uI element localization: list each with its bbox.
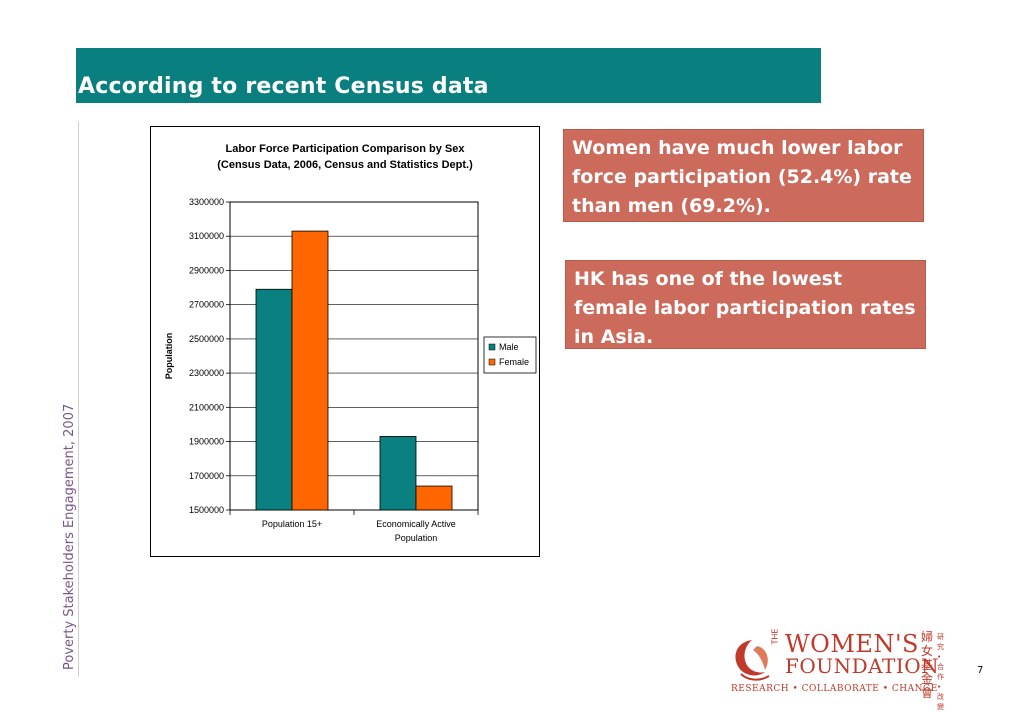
chart-frame: Labor Force Participation Comparison by … bbox=[150, 126, 540, 557]
side-divider bbox=[78, 122, 79, 677]
legend-box bbox=[483, 336, 537, 374]
legend-swatch-male bbox=[488, 343, 496, 351]
page-number: 7 bbox=[977, 665, 984, 676]
womens-foundation-logo: THE WOMEN'S FOUNDATION RESEARCH • COLLAB… bbox=[727, 626, 957, 711]
y-tick-label: 2500000 bbox=[189, 334, 224, 344]
y-tick-label: 3300000 bbox=[189, 197, 224, 207]
x-tick-label: Population 15+ bbox=[262, 519, 322, 529]
logo-line2: FOUNDATION bbox=[785, 654, 940, 678]
y-tick-label: 2700000 bbox=[189, 300, 224, 310]
chart-title: Labor Force Participation Comparison by … bbox=[226, 143, 466, 155]
y-axis-label: Population bbox=[164, 333, 174, 380]
slide-title: According to recent Census data bbox=[78, 74, 489, 99]
bar-male bbox=[379, 436, 417, 511]
logo-line1: WOMEN'S bbox=[785, 630, 919, 658]
logo-chinese-tagline: 研究•合作•改變 bbox=[937, 633, 944, 711]
y-tick-label: 1900000 bbox=[189, 437, 224, 447]
y-tick-label: 2300000 bbox=[189, 368, 224, 378]
y-tick-label: 2900000 bbox=[189, 265, 224, 275]
callout-participation-rate: Women have much lower labor force partic… bbox=[563, 129, 924, 222]
logo-tagline: RESEARCH • COLLABORATE • CHANGE bbox=[731, 684, 938, 694]
bar-chart: Labor Force Participation Comparison by … bbox=[164, 143, 537, 543]
y-tick-label: 2100000 bbox=[189, 402, 224, 412]
y-tick-label: 3100000 bbox=[189, 231, 224, 241]
y-tick-label: 1700000 bbox=[189, 471, 224, 481]
logo-the: THE bbox=[770, 628, 780, 645]
logo-emblem-icon bbox=[735, 640, 770, 681]
callout-asia-lowest: HK has one of the lowest female labor pa… bbox=[565, 260, 926, 349]
legend-label-female: Female bbox=[499, 357, 529, 367]
bar-male bbox=[255, 288, 293, 511]
y-tick-label: 1500000 bbox=[189, 505, 224, 515]
x-tick-label: Economically Active bbox=[376, 519, 456, 529]
chart-subtitle: (Census Data, 2006, Census and Statistic… bbox=[217, 159, 473, 171]
legend-swatch-female bbox=[488, 358, 496, 366]
bar-female bbox=[415, 485, 453, 511]
bar-female bbox=[291, 230, 329, 511]
x-tick-label: Population bbox=[395, 533, 438, 543]
legend-label-male: Male bbox=[499, 342, 519, 352]
side-caption: Poverty Stakeholders Engagement, 2007 bbox=[62, 403, 77, 670]
logo-chinese: 婦女基金會 bbox=[921, 630, 934, 700]
title-bar: According to recent Census data bbox=[76, 48, 821, 103]
